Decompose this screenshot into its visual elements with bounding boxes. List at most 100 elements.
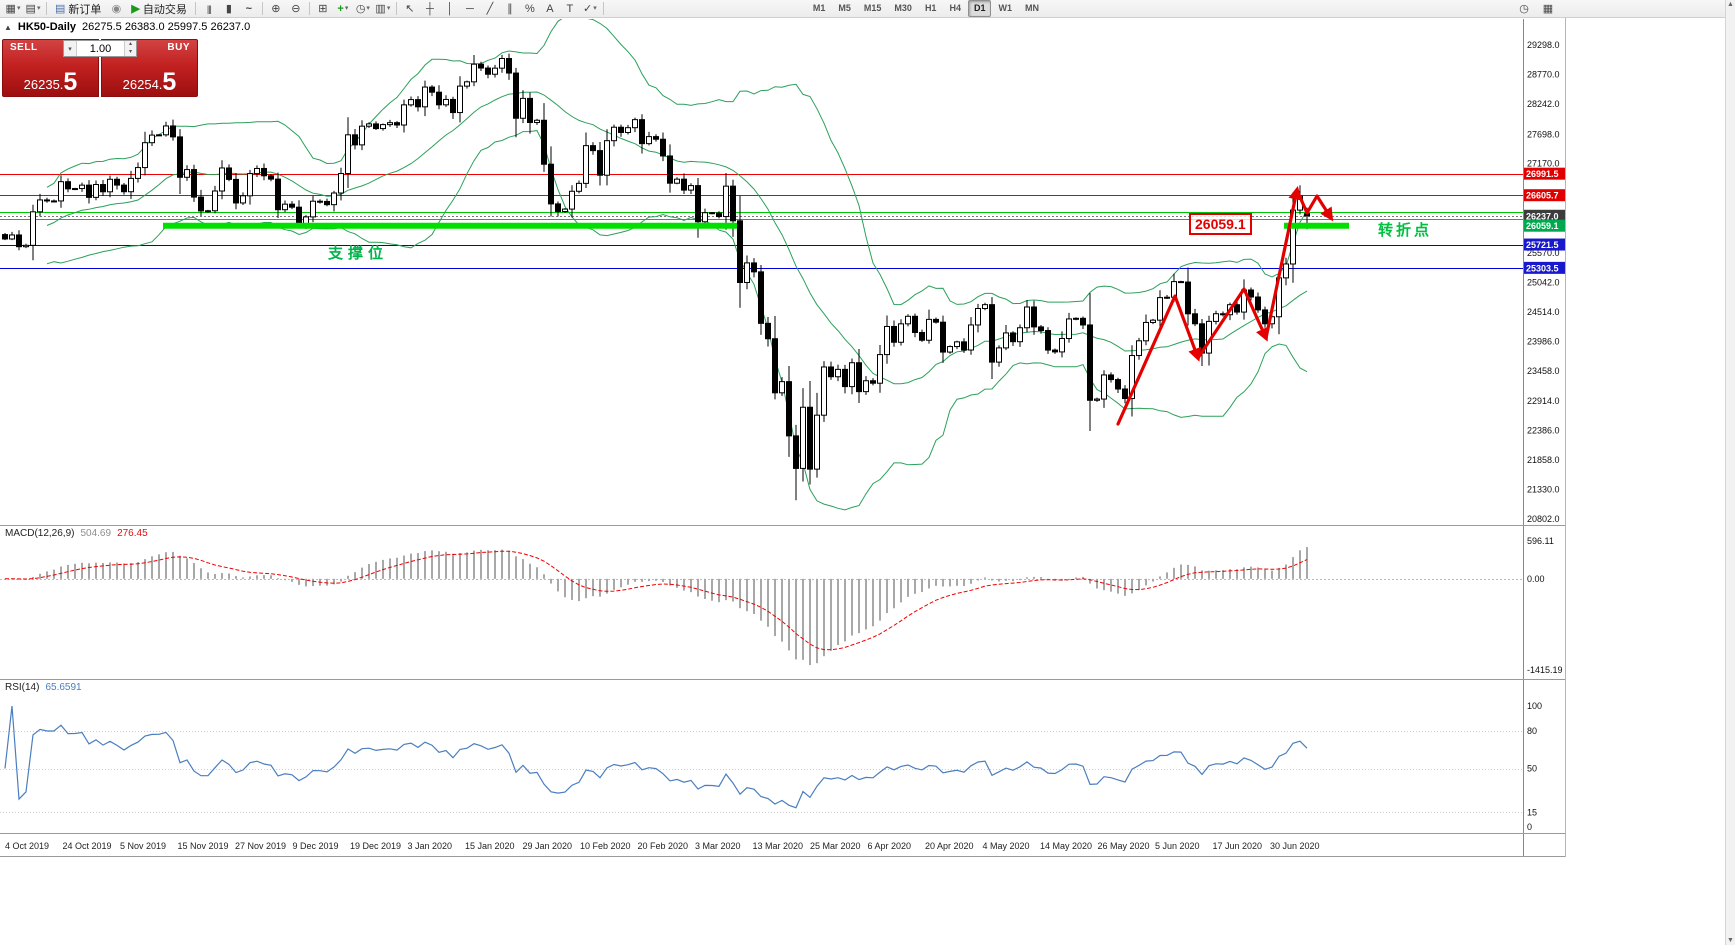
svg-text:5 Nov 2019: 5 Nov 2019 xyxy=(120,841,166,851)
text-label-icon: T xyxy=(566,2,574,15)
scroll-up-icon[interactable]: ▲ xyxy=(1727,1,1734,8)
cursor-button[interactable]: ↖ xyxy=(400,1,420,17)
grid-icon: ▦ xyxy=(1542,3,1554,15)
svg-text:23458.0: 23458.0 xyxy=(1527,366,1560,376)
volume-input[interactable] xyxy=(77,41,124,56)
svg-text:22914.0: 22914.0 xyxy=(1527,396,1560,406)
svg-text:15 Jan 2020: 15 Jan 2020 xyxy=(465,841,515,851)
svg-text:24 Oct 2019: 24 Oct 2019 xyxy=(63,841,112,851)
auto-trading-label: 自动交易 xyxy=(142,3,187,16)
timeframe-toolbar: M1 M5 M15 M30 H1 H4 D1 W1 MN xyxy=(807,0,1045,17)
bar-chart-button[interactable]: ||| xyxy=(199,1,219,17)
auto-trading-button[interactable]: ▶ 自动交易 xyxy=(126,1,191,17)
rsi-pane[interactable] xyxy=(0,705,1523,813)
svg-text:25721.5: 25721.5 xyxy=(1526,240,1559,250)
zoom-in-button[interactable]: ⊕ xyxy=(266,1,286,17)
svg-text:26605.7: 26605.7 xyxy=(1526,191,1559,201)
timeframe-button-mn[interactable]: MN xyxy=(1024,3,1039,13)
horizontal-line-icon: ─ xyxy=(465,2,474,15)
svg-text:10 Feb 2020: 10 Feb 2020 xyxy=(580,841,631,851)
tile-windows-button[interactable]: ⊞ xyxy=(313,1,333,17)
toolbar-separator xyxy=(395,2,397,15)
candle-chart-button[interactable]: ▮ xyxy=(219,1,239,17)
svg-text:27 Nov 2019: 27 Nov 2019 xyxy=(235,841,286,851)
periods-button[interactable]: ◷ ▾ xyxy=(353,1,373,17)
svg-text:27698.0: 27698.0 xyxy=(1527,129,1560,139)
fibonacci-button[interactable]: % xyxy=(520,1,540,17)
time-axis[interactable]: 4 Oct 2019 24 Oct 2019 5 Nov 2019 15 Nov 20… xyxy=(5,841,1320,851)
pane-dividers xyxy=(0,18,1566,857)
price-axis[interactable]: 29298.0 28770.0 28242.0 27698.0 27170.0 25570… xyxy=(1524,40,1565,832)
timeframe-button-m30[interactable]: M30 xyxy=(894,3,912,13)
timeframe-button-d1[interactable]: D1 xyxy=(967,0,992,17)
svg-text:27170.0: 27170.0 xyxy=(1527,159,1560,169)
trendline-button[interactable]: ╱ xyxy=(480,1,500,17)
horizontal-line-button[interactable]: ─ xyxy=(460,1,480,17)
timeframe-button-m1[interactable]: M1 xyxy=(812,3,826,13)
zoom-out-icon: ⊖ xyxy=(291,2,301,15)
timeframe-button-w1[interactable]: W1 xyxy=(998,3,1012,13)
profiles-icon: ▤ xyxy=(25,2,36,15)
macd-pane[interactable] xyxy=(0,547,1523,666)
svg-text:21330.0: 21330.0 xyxy=(1527,485,1560,495)
scroll-down-icon[interactable]: ▼ xyxy=(1727,937,1734,944)
text-label-button[interactable]: T xyxy=(560,1,580,17)
volume-up-button[interactable]: ▴ xyxy=(125,41,136,49)
volume-box: ▾ ▴ ▾ xyxy=(63,40,137,57)
sell-label: SELL xyxy=(10,42,38,53)
text-icon: A xyxy=(546,2,554,15)
profiles-button[interactable]: ▤ ▾ xyxy=(23,1,43,17)
svg-text:25 Mar 2020: 25 Mar 2020 xyxy=(810,841,861,851)
svg-text:28242.0: 28242.0 xyxy=(1527,99,1560,109)
toolbar-separator xyxy=(194,2,196,15)
grid-button[interactable]: ▦ xyxy=(1538,1,1558,17)
indicators-icon: + xyxy=(337,2,344,15)
chevron-down-icon: ▾ xyxy=(366,4,370,12)
line-chart-icon: ~ xyxy=(245,2,253,15)
svg-text:15: 15 xyxy=(1527,807,1537,817)
svg-text:30 Jun 2020: 30 Jun 2020 xyxy=(1270,841,1320,851)
arrows-button[interactable]: ✓ ▾ xyxy=(580,1,600,17)
volume-down-button[interactable]: ▾ xyxy=(125,48,136,56)
channel-button[interactable]: ∥ xyxy=(500,1,520,17)
indicators-button[interactable]: + ▾ xyxy=(333,1,353,17)
zoom-in-icon: ⊕ xyxy=(271,2,281,15)
svg-text:596.11: 596.11 xyxy=(1527,536,1554,546)
macd-signal-value: 276.45 xyxy=(117,528,148,539)
vertical-scrollbar[interactable]: ▲ ▼ xyxy=(1725,0,1735,945)
svg-text:3 Jan 2020: 3 Jan 2020 xyxy=(408,841,453,851)
timeframe-button-h1[interactable]: H1 xyxy=(924,3,937,13)
svg-text:4 Oct 2019: 4 Oct 2019 xyxy=(5,841,49,851)
line-chart-button[interactable]: ~ xyxy=(239,1,259,17)
clock-button[interactable]: ◷ xyxy=(1514,1,1534,17)
svg-text:0.00: 0.00 xyxy=(1527,574,1545,584)
crosshair-button[interactable]: ┼ xyxy=(420,1,440,17)
price-pane[interactable] xyxy=(0,16,1523,511)
svg-text:28770.0: 28770.0 xyxy=(1527,69,1560,79)
timeframe-button-m5[interactable]: M5 xyxy=(838,3,851,13)
templates-button[interactable]: ▥ ▾ xyxy=(373,1,393,17)
timeframe-button-h4[interactable]: H4 xyxy=(949,3,961,13)
svg-text:21858.0: 21858.0 xyxy=(1527,455,1560,465)
new-order-button[interactable]: ▤ 新订单 xyxy=(50,1,106,17)
text-button[interactable]: A xyxy=(540,1,560,17)
sell-price: 26235. xyxy=(23,77,64,92)
volume-dropdown[interactable]: ▾ xyxy=(64,41,77,56)
new-order-label: 新订单 xyxy=(68,3,102,16)
community-button[interactable]: ◉ xyxy=(106,1,126,17)
turning-point-annotation[interactable]: 转折点 xyxy=(1378,222,1433,239)
price-callout-box[interactable]: 26059.1 xyxy=(1189,213,1252,235)
zoom-out-button[interactable]: ⊖ xyxy=(286,1,306,17)
play-icon: ▶ xyxy=(131,3,140,15)
support-annotation[interactable]: 支撑位 xyxy=(328,245,389,262)
ohlc-values: 26275.5 26383.0 25997.5 26237.0 xyxy=(82,21,251,33)
svg-text:20 Apr 2020: 20 Apr 2020 xyxy=(925,841,974,851)
collapse-icon[interactable]: ▲ xyxy=(4,22,12,32)
timeframe-button-m15[interactable]: M15 xyxy=(863,3,882,13)
buy-price-big-digit: 5 xyxy=(162,68,177,96)
new-chart-button[interactable]: ▦ ▾ xyxy=(3,1,23,17)
toolbar: ▦ ▾ ▤ ▾ ▤ 新订单 ◉ ▶ 自动交易 ||| ▮ ~ ⊕ ⊖ ⊞ + ▾ ◷ ▾ ▥… xyxy=(0,0,1735,18)
vertical-line-button[interactable]: │ xyxy=(440,1,460,17)
macd-name: MACD(12,26,9) xyxy=(5,528,75,539)
